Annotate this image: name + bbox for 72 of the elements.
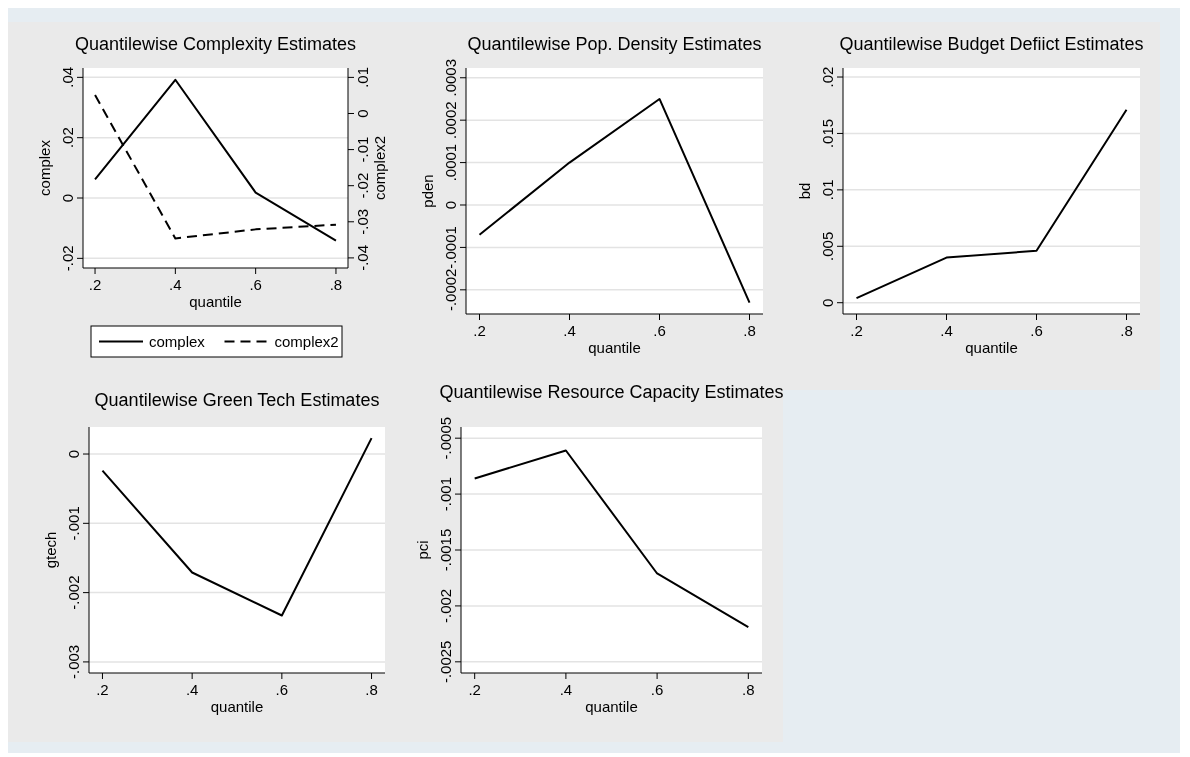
- legend-label: complex: [149, 332, 206, 350]
- y-axis-title: pden: [419, 174, 436, 208]
- y-tick-label: -.0015: [437, 528, 454, 572]
- x-axis-title: quantile: [588, 339, 641, 356]
- x-axis-title: quantile: [189, 293, 242, 310]
- y-tick-label: -.001: [65, 506, 82, 541]
- y-tick-label: -.002: [65, 575, 82, 610]
- line-series: [478, 97, 751, 304]
- line-series: [101, 437, 373, 617]
- chart-title: Quantilewise Budget Defiict Estimates: [839, 34, 1144, 54]
- y-tick-label: .02: [819, 66, 836, 88]
- y-tick-label: -.0002: [442, 268, 459, 312]
- x-tick-label: .6: [249, 276, 262, 293]
- y-tick-label: 0: [819, 298, 836, 307]
- y-tick-label: .02: [59, 127, 76, 149]
- y-tick-label: -.02: [59, 245, 76, 272]
- x-axis-title: quantile: [585, 698, 638, 715]
- x-tick-label: .4: [940, 322, 953, 339]
- y-tick-label: -.003: [65, 644, 82, 680]
- x-axis-title: quantile: [210, 698, 264, 715]
- x-tick-label: .2: [850, 322, 863, 339]
- y-tick-label: -.002: [437, 588, 454, 624]
- x-tick-label: .6: [650, 681, 664, 698]
- x-tick-label: .4: [185, 681, 199, 698]
- x-tick-label: .8: [1120, 322, 1133, 339]
- y2-tick-label: -.02: [354, 172, 371, 199]
- y2-axis-title: complex2: [371, 135, 388, 201]
- chart-title: Quantilewise Complexity Estimates: [74, 34, 357, 54]
- y2-tick-label: 0: [354, 109, 371, 118]
- line-series: [855, 108, 1128, 300]
- x-tick-label: .6: [653, 322, 666, 339]
- x-tick-label: .4: [169, 276, 182, 293]
- chart-title: Quantilewise Green Tech Estimates: [94, 390, 380, 410]
- y2-tick-label: -.01: [354, 136, 371, 163]
- y-tick-label: .0001: [442, 143, 459, 182]
- x-tick-label: .2: [88, 276, 102, 293]
- y-axis-title: gtech: [42, 531, 59, 569]
- y-tick-label: -.001: [437, 476, 454, 512]
- x-tick-label: .8: [742, 681, 755, 698]
- y-tick-label: .0002: [442, 101, 459, 139]
- legend-label: complex2: [274, 332, 339, 350]
- y-tick-label: .0003: [442, 58, 459, 97]
- y-axis-title: bd: [796, 182, 813, 200]
- y-tick-label: .015: [819, 118, 836, 149]
- line-series: [473, 449, 750, 629]
- x-tick-label: .8: [743, 322, 756, 339]
- y2-tick-label: -.03: [354, 208, 371, 235]
- y-tick-label: 0: [442, 200, 459, 210]
- x-tick-label: .6: [275, 681, 289, 698]
- x-tick-label: .2: [468, 681, 481, 698]
- y-tick-label: .01: [819, 179, 836, 201]
- y-axis-title: complex: [36, 139, 53, 196]
- x-tick-label: .8: [329, 276, 343, 293]
- x-tick-label: .4: [563, 322, 576, 339]
- y-tick-label: 0: [59, 193, 76, 203]
- x-tick-label: .2: [96, 681, 109, 698]
- y2-tick-label: .01: [354, 66, 371, 88]
- y-tick-label: .04: [59, 66, 76, 88]
- x-tick-label: .4: [559, 681, 573, 698]
- y-tick-label: -.0005: [437, 416, 454, 460]
- y-tick-label: -.0025: [437, 640, 454, 684]
- x-tick-label: .8: [365, 681, 378, 698]
- y-axis-title: pci: [414, 540, 431, 560]
- y2-tick-label: -.04: [354, 244, 371, 271]
- y-tick-label: 0: [65, 449, 82, 459]
- x-tick-label: .2: [473, 322, 486, 339]
- x-tick-label: .6: [1030, 322, 1043, 339]
- chart-title: Quantilewise Pop. Density Estimates: [467, 34, 762, 54]
- x-axis-title: quantile: [965, 339, 1018, 356]
- y-tick-label: -.0001: [442, 226, 459, 269]
- chart-title: Quantilewise Resource Capacity Estimates: [439, 382, 784, 402]
- y-tick-label: .005: [819, 231, 836, 261]
